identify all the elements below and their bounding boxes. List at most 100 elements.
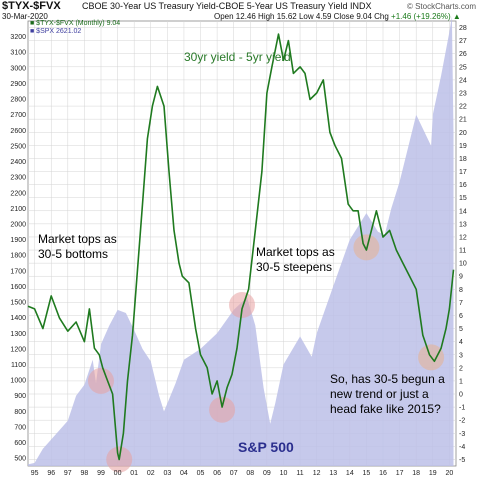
y-right-tick-label: 12 bbox=[459, 234, 467, 241]
y-right-tick-label: -1 bbox=[459, 405, 465, 412]
y-left-tick-label: 3100 bbox=[10, 50, 26, 57]
y-right-tick-label: 14 bbox=[459, 208, 467, 215]
y-right-tick-label: 17 bbox=[459, 169, 467, 176]
x-tick-label: 18 bbox=[412, 470, 420, 477]
x-tick-label: 08 bbox=[246, 470, 254, 477]
x-tick-label: 04 bbox=[180, 470, 188, 477]
x-tick-label: 14 bbox=[346, 470, 354, 477]
x-tick-label: 97 bbox=[64, 470, 72, 477]
y-right-tick-label: 1 bbox=[459, 378, 463, 385]
y-right-tick-label: 15 bbox=[459, 195, 467, 202]
y-left-tick-label: 1600 bbox=[10, 284, 26, 291]
y-right-tick-label: 27 bbox=[459, 38, 467, 45]
x-tick-label: 96 bbox=[47, 470, 55, 477]
annotation-market-tops-bottoms: Market tops as 30-5 bottoms bbox=[38, 232, 117, 261]
y-left-tick-label: 2000 bbox=[10, 221, 26, 228]
y-left-tick-label: 2900 bbox=[10, 81, 26, 88]
y-left-tick-label: 800 bbox=[14, 409, 26, 416]
y-left-tick-label: 1500 bbox=[10, 300, 26, 307]
x-tick-label: 15 bbox=[363, 470, 371, 477]
y-right-tick-label: 10 bbox=[459, 261, 467, 268]
y-left-tick-label: 2300 bbox=[10, 175, 26, 182]
x-tick-label: 99 bbox=[97, 470, 105, 477]
y-left-tick-label: 1800 bbox=[10, 253, 26, 260]
y-left-tick-label: 1400 bbox=[10, 315, 26, 322]
y-right-tick-label: 4 bbox=[459, 339, 463, 346]
y-left-tick-label: 1900 bbox=[10, 237, 26, 244]
x-tick-label: 19 bbox=[429, 470, 437, 477]
y-right-tick-label: 8 bbox=[459, 287, 463, 294]
change-value: +1.46 (+19.26%) ▲ bbox=[391, 12, 461, 21]
y-left-tick-label: 1200 bbox=[10, 346, 26, 353]
y-right-tick-label: 9 bbox=[459, 274, 463, 281]
y-right-tick-label: -5 bbox=[459, 457, 465, 464]
ohlc: Open 12.46 High 15.62 Low 4.59 Close 9.0… bbox=[214, 12, 461, 21]
y-left-tick-label: 1700 bbox=[10, 268, 26, 275]
spread-line bbox=[27, 33, 455, 461]
x-tick-label: 95 bbox=[31, 470, 39, 477]
ticks: -5-4-3-2-1012345678910111213141516171819… bbox=[10, 25, 466, 477]
y-right-tick-label: 25 bbox=[459, 64, 467, 71]
x-tick-label: 05 bbox=[197, 470, 205, 477]
y-left-tick-label: 700 bbox=[14, 424, 26, 431]
x-tick-label: 98 bbox=[81, 470, 89, 477]
x-tick-label: 20 bbox=[445, 470, 453, 477]
highlights bbox=[87, 234, 445, 473]
highlight-circle bbox=[87, 367, 114, 394]
x-tick-label: 00 bbox=[114, 470, 122, 477]
annotation-question: So, has 30-5 begun a new trend or just a… bbox=[330, 372, 445, 416]
x-tick-label: 09 bbox=[263, 470, 271, 477]
y-right-tick-label: 24 bbox=[459, 77, 467, 84]
y-left-tick-label: 2100 bbox=[10, 206, 26, 213]
y-left-tick-label: 900 bbox=[14, 393, 26, 400]
annotation-title: 30yr yield - 5yr yield bbox=[184, 50, 291, 64]
y-right-tick-label: -3 bbox=[459, 431, 465, 438]
y-right-tick-label: 2 bbox=[459, 365, 463, 372]
x-tick-label: 07 bbox=[230, 470, 238, 477]
x-tick-label: 03 bbox=[163, 470, 171, 477]
highlight-circle bbox=[209, 396, 236, 423]
x-tick-label: 17 bbox=[396, 470, 404, 477]
description: CBOE 30-Year US Treasury Yield-CBOE 5-Ye… bbox=[82, 1, 372, 11]
y-left-tick-label: 600 bbox=[14, 440, 26, 447]
y-right-tick-label: 26 bbox=[459, 51, 467, 58]
x-tick-label: 10 bbox=[280, 470, 288, 477]
y-right-tick-label: 0 bbox=[459, 392, 463, 399]
symbol: $TYX-$FVX bbox=[2, 0, 61, 12]
y-left-tick-label: 3200 bbox=[10, 34, 26, 41]
y-right-tick-label: 13 bbox=[459, 221, 467, 228]
legend-spx: ■ $SPX 2621.02 bbox=[30, 28, 82, 35]
ohlc-values: Open 12.46 High 15.62 Low 4.59 Close 9.0… bbox=[214, 12, 389, 21]
y-right-tick-label: 19 bbox=[459, 143, 467, 150]
credit: © StockCharts.com bbox=[406, 2, 476, 11]
date: 30-Mar-2020 bbox=[2, 12, 48, 21]
y-left-tick-label: 2500 bbox=[10, 143, 26, 150]
y-left-tick-label: 2400 bbox=[10, 159, 26, 166]
x-tick-label: 12 bbox=[313, 470, 321, 477]
y-right-tick-label: 23 bbox=[459, 90, 467, 97]
y-right-tick-label: 11 bbox=[459, 248, 466, 255]
y-right-tick-label: 3 bbox=[459, 352, 463, 359]
y-right-tick-label: 18 bbox=[459, 156, 467, 163]
x-tick-label: 16 bbox=[379, 470, 387, 477]
y-left-tick-label: 1300 bbox=[10, 331, 26, 338]
x-tick-label: 02 bbox=[147, 470, 155, 477]
y-right-tick-label: 20 bbox=[459, 130, 467, 137]
y-left-tick-label: 2200 bbox=[10, 190, 26, 197]
y-right-tick-label: 22 bbox=[459, 104, 467, 111]
y-left-tick-label: 2800 bbox=[10, 97, 26, 104]
y-right-tick-label: -2 bbox=[459, 418, 465, 425]
y-right-tick-label: -4 bbox=[459, 444, 465, 451]
y-right-tick-label: 16 bbox=[459, 182, 467, 189]
x-tick-label: 11 bbox=[296, 470, 303, 477]
y-right-tick-label: 7 bbox=[459, 300, 463, 307]
legend-spread: ■ $TYX-$FVX (Monthly) 9.04 bbox=[30, 20, 121, 27]
y-left-tick-label: 1000 bbox=[10, 378, 26, 385]
y-right-tick-label: 6 bbox=[459, 313, 463, 320]
highlight-circle bbox=[229, 292, 255, 319]
y-left-tick-label: 500 bbox=[14, 456, 26, 463]
annotation-market-tops-steepens: Market tops as 30-5 steepens bbox=[256, 245, 335, 274]
y-left-tick-label: 1100 bbox=[11, 362, 26, 369]
annotation-sp500: S&P 500 bbox=[238, 439, 294, 455]
